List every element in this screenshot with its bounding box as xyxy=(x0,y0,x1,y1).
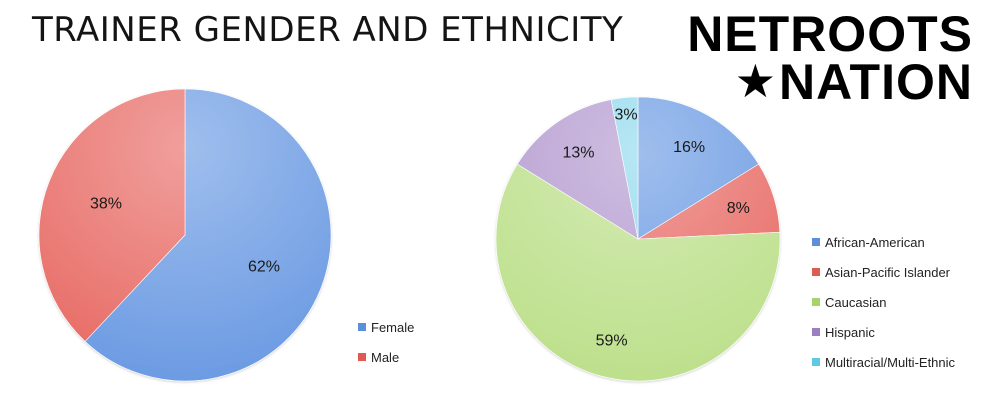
ethnicity-label-caucasian: 59% xyxy=(596,333,628,350)
ethnicity-slice-african-american xyxy=(637,96,760,240)
gender-legend-item-male: Male xyxy=(358,342,414,372)
gender-legend-item-female: Female xyxy=(358,312,414,342)
gender-legend-label: Male xyxy=(371,349,400,365)
ethnicity-legend: African-American Asian-Pacific Islander Ca… xyxy=(812,227,955,377)
ethnicity-legend-item-caucasian: Caucasian xyxy=(812,287,955,317)
gender-legend-swatch xyxy=(358,353,366,361)
logo-line-1: NETROOTS xyxy=(687,6,973,62)
ethnicity-legend-swatch xyxy=(812,298,820,306)
gender-legend-label: Female xyxy=(371,319,415,335)
ethnicity-legend-label: Hispanic xyxy=(825,324,875,340)
netroots-nation-logo: NETROOTS ★NATION xyxy=(687,6,985,110)
gender-label-female: 62% xyxy=(248,258,280,275)
ethnicity-label-asian-pacific-islander: 8% xyxy=(727,200,750,217)
ethnicity-legend-swatch xyxy=(812,328,820,336)
gender-slice-male xyxy=(38,88,186,342)
gender-legend: Female Male xyxy=(358,312,414,372)
ethnicity-slice-multiracial-multi-ethnic xyxy=(610,96,639,240)
star-icon: ★ xyxy=(734,55,778,107)
ethnicity-pie-chart xyxy=(495,96,781,382)
ethnicity-legend-label: Caucasian xyxy=(825,294,887,310)
ethnicity-legend-item-asian-pacific-islander: Asian-Pacific Islander xyxy=(812,257,955,287)
ethnicity-legend-label: Asian-Pacific Islander xyxy=(825,264,950,280)
ethnicity-legend-label: African-American xyxy=(825,234,925,250)
ethnicity-slice-caucasian xyxy=(495,163,781,382)
gender-legend-swatch xyxy=(358,323,366,331)
ethnicity-legend-swatch xyxy=(812,268,820,276)
gender-pie-chart xyxy=(38,88,332,382)
ethnicity-legend-item-multiracial-multi-ethnic: Multiracial/Multi-Ethnic xyxy=(812,347,955,377)
gender-pie-labels: 62% 38% xyxy=(90,196,280,276)
ethnicity-legend-item-african-american: African-American xyxy=(812,227,955,257)
ethnicity-label-african-american: 16% xyxy=(673,139,705,156)
ethnicity-legend-label: Multiracial/Multi-Ethnic xyxy=(825,354,956,370)
gender-label-male: 38% xyxy=(90,196,122,213)
ethnicity-legend-swatch xyxy=(812,238,820,246)
ethnicity-legend-swatch xyxy=(812,358,820,366)
logo-line-2: ★NATION xyxy=(734,54,973,110)
ethnicity-slice-hispanic xyxy=(516,99,639,240)
ethnicity-legend-item-hispanic: Hispanic xyxy=(812,317,955,347)
chart-title: TRAINER GENDER AND ETHNICITY xyxy=(32,10,624,50)
ethnicity-pie-labels: 16% 8% 59% 13% 3% xyxy=(562,107,749,350)
logo-line-2-text: NATION xyxy=(779,54,973,110)
gender-slice-female xyxy=(84,88,332,382)
ethnicity-label-hispanic: 13% xyxy=(562,145,594,162)
ethnicity-label-multiracial-multi-ethnic: 3% xyxy=(615,107,638,124)
